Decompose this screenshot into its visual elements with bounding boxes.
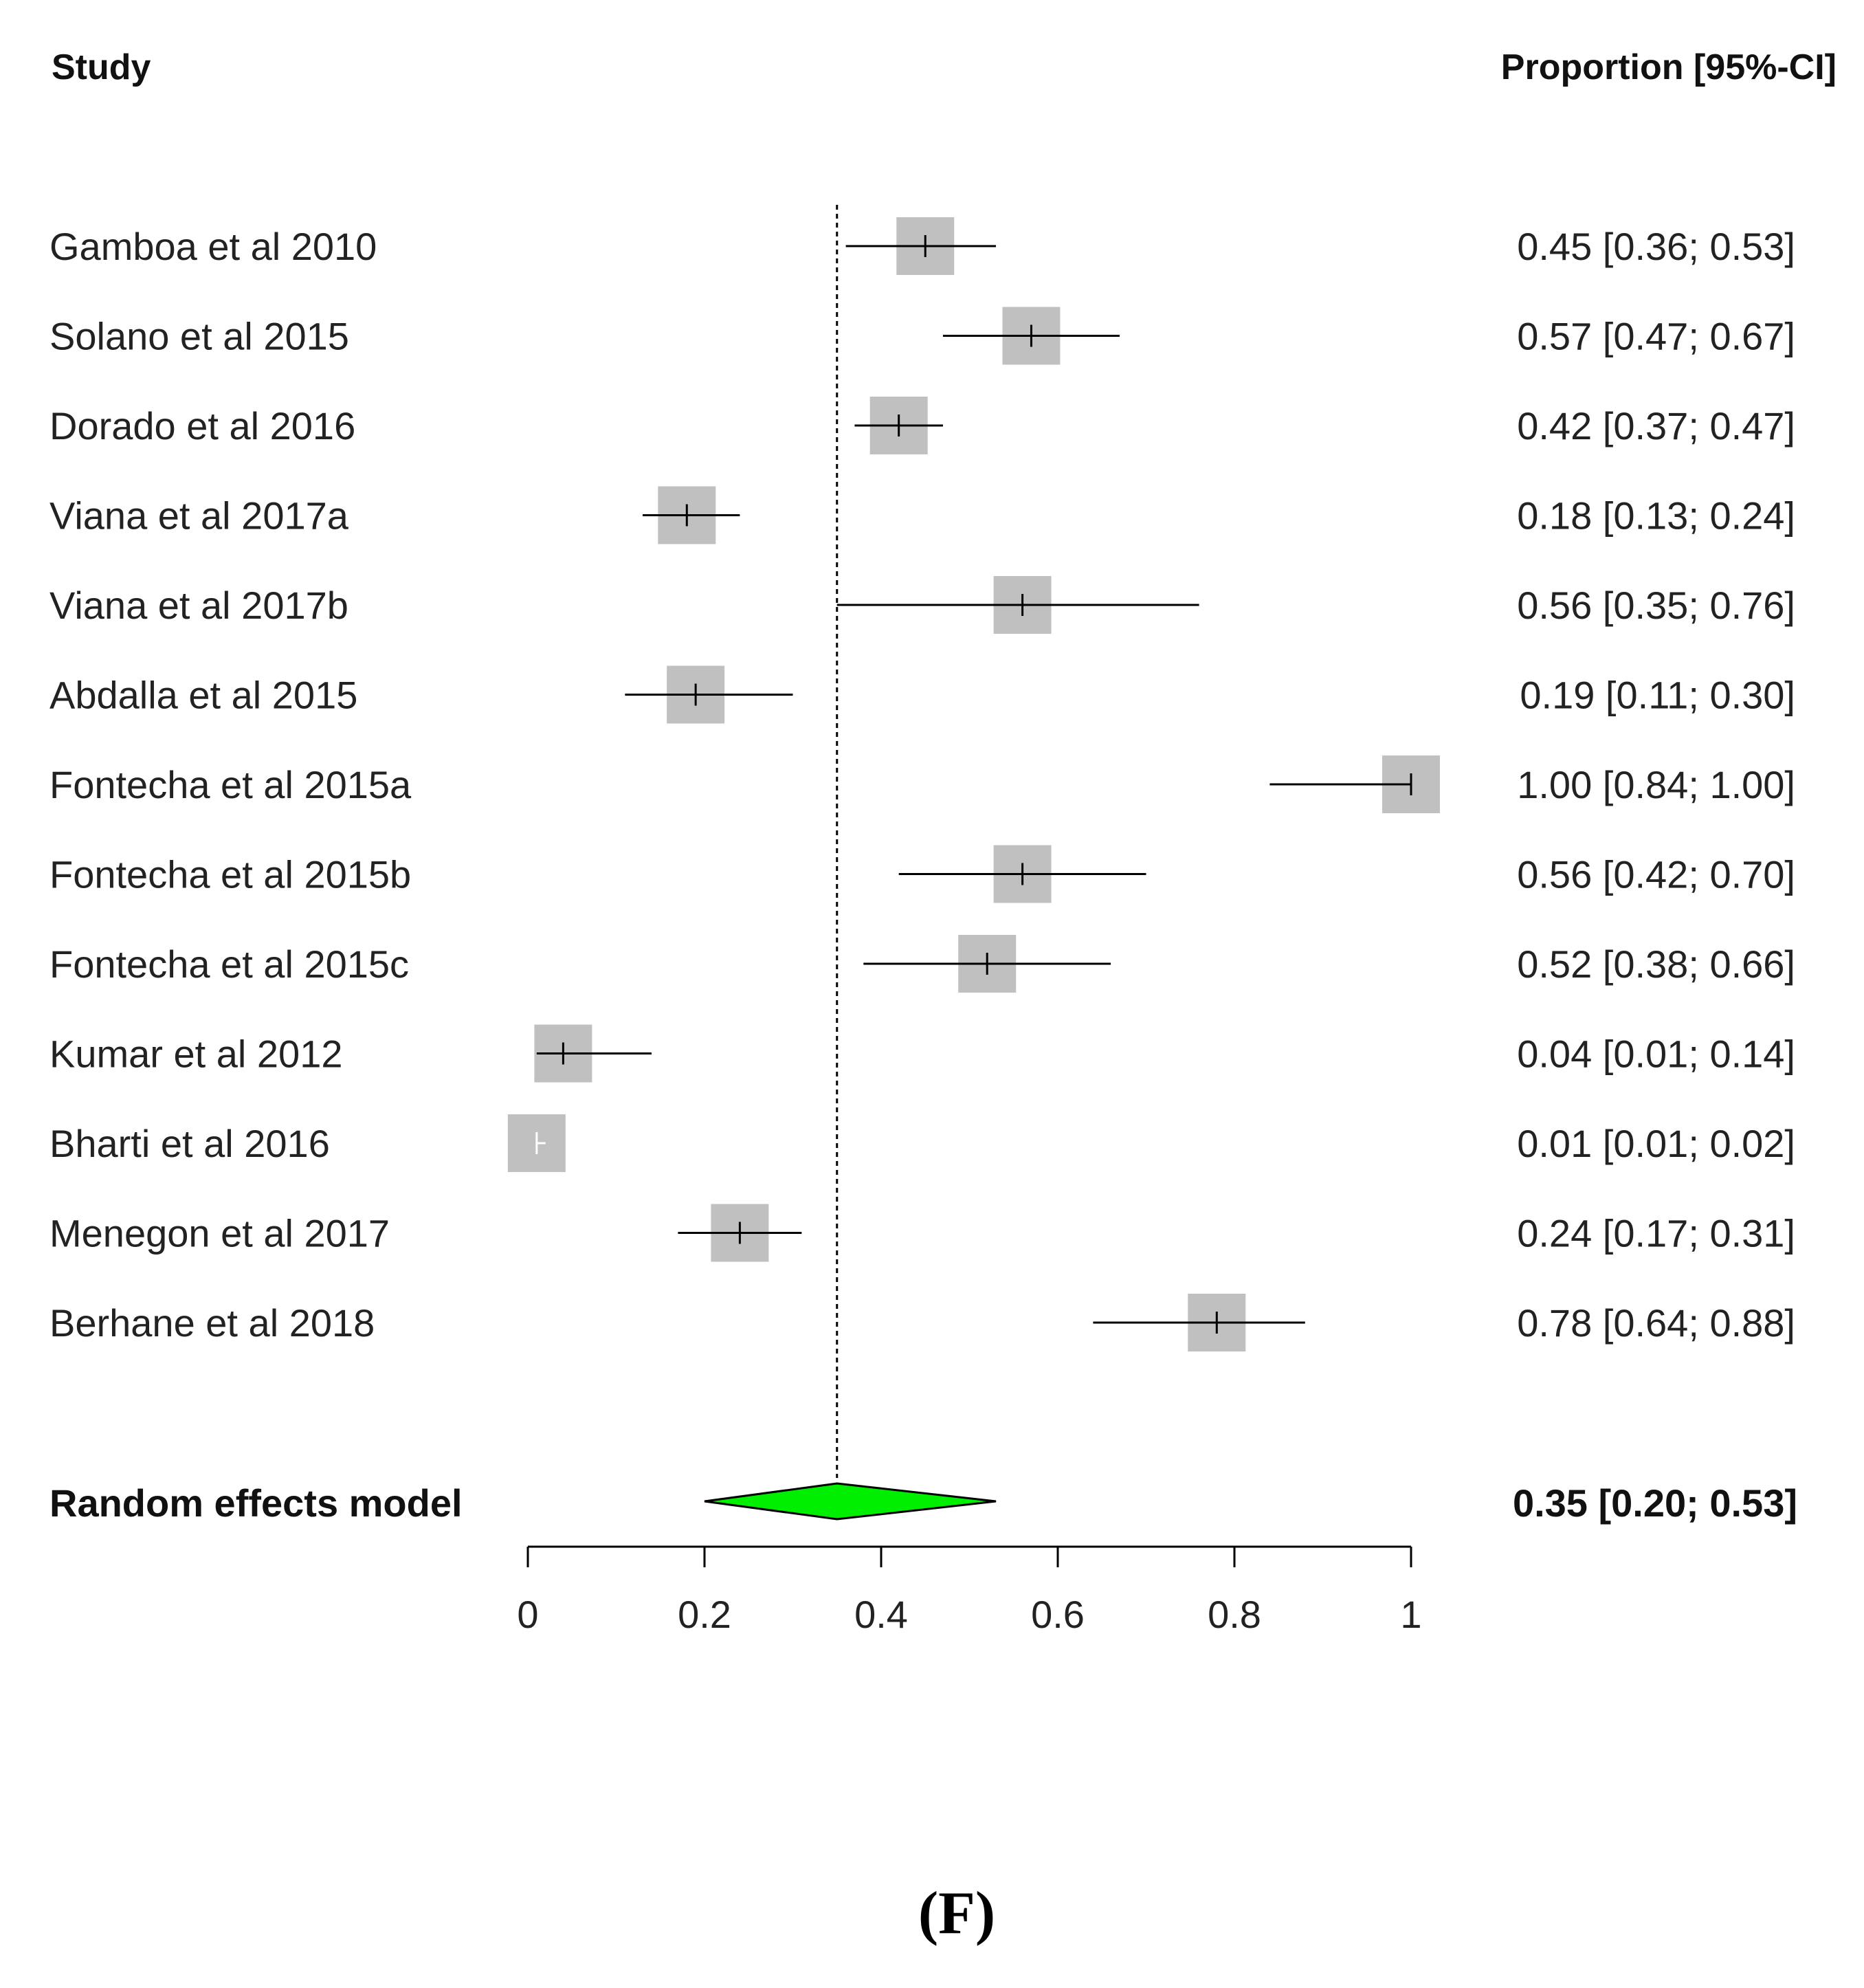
study-name: Solano et al 2015 [49,315,349,358]
study-name: Bharti et al 2016 [49,1122,330,1165]
study-row: Viana et al 2017b 0.56 [0.35; 0.76] [49,576,1795,634]
study-name: Kumar et al 2012 [49,1032,342,1076]
study-ci-label: 1.00 [0.84; 1.00] [1517,763,1795,806]
study-name: Viana et al 2017a [49,494,349,538]
study-row: Berhane et al 2018 0.78 [0.64; 0.88] [49,1294,1795,1351]
study-name: Viana et al 2017b [49,584,348,627]
summary-ci-label: 0.35 [0.20; 0.53] [1513,1481,1797,1525]
study-row: Menegon et al 2017 0.24 [0.17; 0.31] [49,1204,1795,1262]
study-ci-label: 0.57 [0.47; 0.67] [1517,315,1795,358]
study-row: Gamboa et al 2010 0.45 [0.36; 0.53] [49,217,1795,275]
study-ci-label: 0.04 [0.01; 0.14] [1517,1032,1795,1076]
study-ci-label: 0.52 [0.38; 0.66] [1517,942,1795,986]
study-name: Fontecha et al 2015b [49,853,411,896]
study-ci-label: 0.78 [0.64; 0.88] [1517,1301,1795,1345]
study-ci-label: 0.24 [0.17; 0.31] [1517,1212,1795,1255]
summary-label: Random effects model [49,1481,463,1525]
x-tick-label: 0 [517,1593,538,1636]
study-ci-label: 0.01 [0.01; 0.02] [1517,1122,1795,1165]
study-name: Dorado et al 2016 [49,404,355,448]
study-ci-label: 0.56 [0.35; 0.76] [1517,584,1795,627]
study-rows: Gamboa et al 2010 0.45 [0.36; 0.53] Solano… [49,217,1795,1351]
study-name: Berhane et al 2018 [49,1301,375,1345]
study-name: Abdalla et al 2015 [49,674,357,717]
x-tick-label: 0.2 [678,1593,731,1636]
study-ci-label: 0.42 [0.37; 0.47] [1517,404,1795,448]
study-name: Gamboa et al 2010 [49,225,377,268]
study-ci-label: 0.56 [0.42; 0.70] [1517,853,1795,896]
study-row: Kumar et al 2012 0.04 [0.01; 0.14] [49,1024,1795,1083]
study-ci-label: 0.19 [0.11; 0.30] [1520,674,1795,717]
study-name: Fontecha et al 2015c [49,942,409,986]
x-tick-label: 0.6 [1031,1593,1085,1636]
study-row: Fontecha et al 2015a 1.00 [0.84; 1.00] [49,755,1795,813]
study-row: Viana et al 2017a 0.18 [0.13; 0.24] [49,486,1795,544]
header-effect: Proportion [95%-CI] [1501,47,1837,87]
header-study: Study [52,47,151,87]
study-name: Fontecha et al 2015a [49,763,412,806]
study-ci-label: 0.18 [0.13; 0.24] [1517,494,1795,538]
study-row: Solano et al 2015 0.57 [0.47; 0.67] [49,307,1795,365]
summary-diamond [704,1482,997,1521]
x-tick-label: 1 [1400,1593,1421,1636]
study-row: Fontecha et al 2015b 0.56 [0.42; 0.70] [49,845,1795,903]
study-row: Abdalla et al 2015 0.19 [0.11; 0.30] [49,665,1795,724]
study-ci-label: 0.45 [0.36; 0.53] [1517,225,1795,268]
study-name: Menegon et al 2017 [49,1212,390,1255]
study-row: Dorado et al 2016 0.42 [0.37; 0.47] [49,397,1795,454]
x-axis: 0 0.2 0.4 0.6 0.8 1 [517,1545,1422,1636]
panel-label: (F) [918,1880,995,1947]
x-tick-label: 0.8 [1208,1593,1261,1636]
x-tick-label: 0.4 [854,1593,908,1636]
study-row: Bharti et al 2016 0.01 [0.01; 0.02] [49,1114,1795,1172]
study-row: Fontecha et al 2015c 0.52 [0.38; 0.66] [49,935,1795,993]
